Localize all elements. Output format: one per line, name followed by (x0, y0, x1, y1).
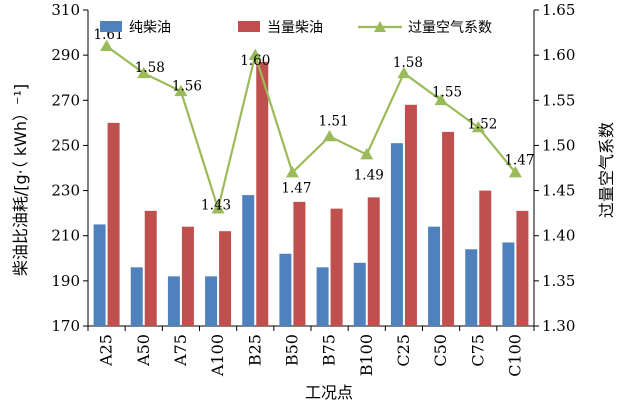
bar-equivalent-diesel (330, 208, 343, 326)
x-tick-label: C50 (431, 334, 450, 367)
excess-air-data-label: 1.51 (319, 113, 349, 129)
bar-pure-diesel (93, 224, 106, 326)
bar-pure-diesel (465, 249, 478, 326)
legend-label: 纯柴油 (129, 20, 171, 36)
y-right-tick-label: 1.60 (542, 46, 575, 64)
legend-swatch-marker (374, 21, 386, 32)
bar-pure-diesel (353, 262, 366, 326)
bar-equivalent-diesel (293, 201, 306, 326)
bar-equivalent-diesel (367, 197, 380, 326)
bar-equivalent-diesel (107, 122, 120, 326)
legend: 纯柴油 当量柴油 过量空气系数 (100, 20, 492, 36)
bar-pure-diesel (130, 267, 143, 326)
excess-air-marker (211, 202, 225, 214)
excess-air-data-label: 1.56 (172, 78, 202, 94)
excess-air-data-label: 1.60 (240, 53, 270, 69)
x-tick-label: C75 (468, 334, 487, 367)
bar-pure-diesel (428, 226, 441, 326)
y-right-tick-label: 1.55 (542, 91, 575, 109)
bar-equivalent-diesel (181, 226, 194, 326)
y-axis-left-title: 柴油比油耗/[g·（ kWh）⁻¹] (11, 84, 30, 276)
x-tick-label: A100 (208, 334, 227, 377)
excess-air-marker (285, 166, 299, 178)
excess-air-data-label: 1.52 (467, 116, 497, 132)
y-left-tick-label: 310 (51, 1, 80, 19)
excess-air-marker (360, 147, 374, 160)
y-right-tick-label: 1.45 (542, 182, 575, 200)
x-tick-label: A25 (97, 334, 116, 367)
excess-air-marker (100, 39, 114, 51)
legend-label: 当量柴油 (267, 20, 323, 36)
legend-swatch (100, 21, 122, 32)
bar-pure-diesel (205, 276, 218, 326)
bar-pure-diesel (242, 195, 255, 326)
excess-air-data-label: 1.43 (201, 198, 231, 214)
excess-air-data-label: 1.49 (354, 167, 384, 183)
bar-equivalent-diesel (404, 104, 417, 326)
x-axis-title: 工况点 (305, 383, 353, 402)
excess-air-data-label: 1.47 (504, 153, 534, 169)
excess-air-data-label: 1.58 (393, 55, 423, 71)
x-tick-label: A75 (171, 334, 190, 367)
x-axis: A25 A50 A75 A100 B25 B50 B75 B100 C25 C50 C75 C100 (87, 326, 535, 377)
excess-air-marker (137, 66, 151, 79)
excess-air-data-label: 1.47 (281, 181, 311, 197)
y-right-tick-label: 1.40 (542, 227, 575, 245)
y-right-tick-label: 1.50 (542, 136, 575, 154)
y-left-tick-label: 250 (51, 136, 80, 154)
excess-air-marker (248, 48, 262, 61)
x-tick-label: C25 (394, 334, 413, 367)
excess-air-data-label: 1.58 (135, 60, 165, 76)
bars (93, 61, 529, 327)
y-left-tick-label: 230 (51, 182, 80, 200)
bar-equivalent-diesel (144, 210, 157, 326)
excess-air-data-label: 1.55 (432, 84, 462, 100)
y-right-tick-label: 1.30 (542, 317, 575, 335)
x-tick-label: B75 (320, 334, 339, 366)
excess-air-marker (508, 166, 522, 178)
y-left-tick-label: 210 (51, 227, 80, 245)
y-axis-left: 170 190 210 230 250 270 290 310 (51, 1, 88, 335)
line-series (100, 39, 522, 214)
excess-air-marker (397, 66, 411, 79)
y-axis-right: 1.30 1.35 1.40 1.45 1.50 1.55 1.60 1.65 (534, 1, 575, 335)
bar-equivalent-diesel (219, 231, 232, 326)
bar-pure-diesel (316, 267, 329, 326)
excess-air-marker (471, 120, 485, 133)
y-left-tick-label: 190 (51, 272, 80, 290)
bar-equivalent-diesel (516, 210, 529, 326)
bar-pure-diesel (390, 143, 403, 326)
x-tick-label: C100 (505, 334, 524, 377)
y-right-tick-label: 1.65 (542, 1, 575, 19)
legend-label: 过量空气系数 (408, 20, 492, 36)
x-tick-label: A50 (134, 334, 153, 367)
line-labels: 1.611.581.561.431.601.471.511.491.581.55… (94, 27, 535, 214)
bar-pure-diesel (167, 276, 180, 326)
bar-equivalent-diesel (442, 131, 455, 326)
y-left-tick-label: 290 (51, 46, 80, 64)
excess-air-marker (434, 93, 448, 106)
y-axis-right-title: 过量空气系数 (597, 122, 616, 218)
legend-swatch (238, 21, 260, 32)
y-left-tick-label: 270 (51, 91, 80, 109)
excess-air-marker (174, 84, 188, 97)
bar-pure-diesel (279, 253, 292, 326)
bar-equivalent-diesel (479, 190, 492, 326)
y-right-tick-label: 1.35 (542, 272, 575, 290)
y-left-tick-label: 170 (51, 317, 80, 335)
bar-pure-diesel (502, 242, 515, 326)
x-tick-label: B50 (282, 334, 301, 366)
x-tick-label: B100 (357, 334, 376, 376)
excess-air-marker (323, 129, 337, 142)
bar-equivalent-diesel (256, 61, 269, 327)
x-tick-label: B25 (245, 334, 264, 366)
